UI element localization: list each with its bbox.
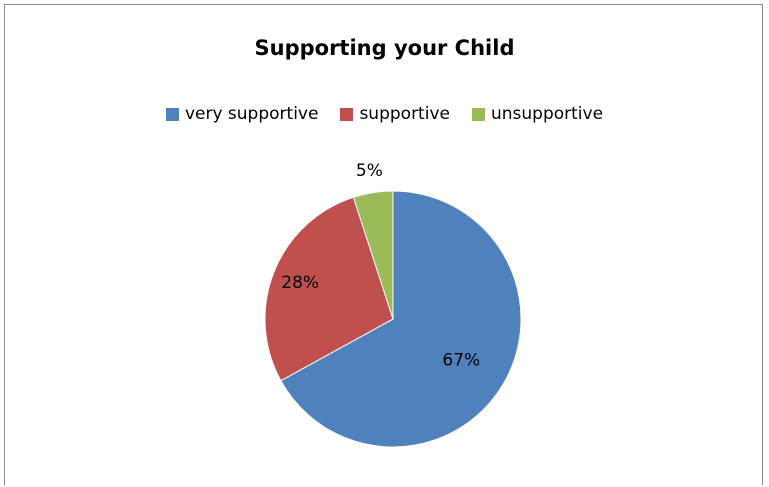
legend-label-unsupportive: unsupportive: [490, 104, 604, 124]
pie-slice-supportive: [264, 196, 394, 382]
data-label-unsupportive: 5%: [356, 161, 383, 181]
legend-swatch-unsupportive: [471, 107, 485, 121]
data-label-very-supportive: 67%: [442, 350, 480, 370]
legend-item-unsupportive: unsupportive: [471, 104, 604, 124]
legend-label-supportive: supportive: [359, 104, 450, 124]
legend-swatch-very-supportive: [165, 107, 179, 121]
legend: very supportive supportive unsupportive: [0, 104, 769, 124]
legend-item-supportive: supportive: [340, 104, 450, 124]
legend-label-very-supportive: very supportive: [184, 104, 319, 124]
pie-slice-very-supportive: [280, 190, 522, 448]
chart-title: Supporting your Child: [254, 36, 515, 60]
top-strip: [0, 0, 769, 4]
data-label-supportive: 28%: [281, 273, 319, 293]
legend-swatch-supportive: [340, 107, 354, 121]
legend-item-very-supportive: very supportive: [165, 104, 319, 124]
pie-slice-unsupportive: [352, 190, 394, 320]
